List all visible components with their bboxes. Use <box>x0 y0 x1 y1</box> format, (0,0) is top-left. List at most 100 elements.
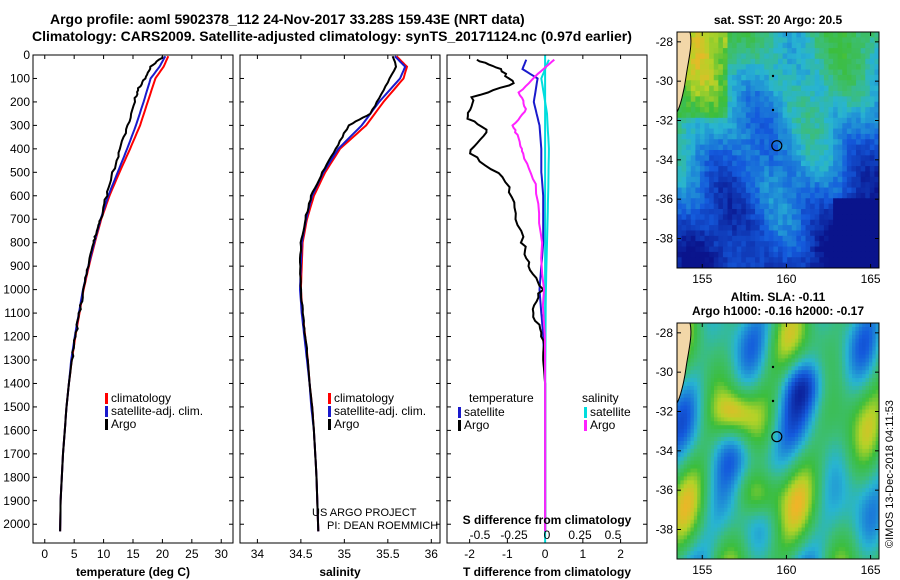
map-cell <box>755 96 761 103</box>
map-cell <box>700 358 705 363</box>
map-cell <box>846 112 853 119</box>
map-cell <box>837 246 843 253</box>
map-cell <box>759 235 765 242</box>
map-cell <box>677 511 681 517</box>
map-cell <box>687 468 692 474</box>
map-cell <box>687 460 692 466</box>
map-cell <box>858 393 863 399</box>
map-cell <box>699 192 706 199</box>
map-cell <box>778 448 782 454</box>
map-cell <box>681 246 687 253</box>
map-cell <box>828 374 833 379</box>
map-cell <box>818 409 823 415</box>
map-cell <box>683 425 688 430</box>
map-cell <box>842 198 848 205</box>
map-cell <box>720 397 725 403</box>
map-cell <box>741 198 747 205</box>
map-cell <box>791 69 797 76</box>
map-cell <box>852 433 857 438</box>
map-cell <box>810 96 816 103</box>
map-cell <box>794 433 799 438</box>
map-cell <box>771 389 776 395</box>
map-cell <box>704 80 710 87</box>
map-cell <box>818 346 823 352</box>
map-cell <box>781 452 786 458</box>
map-cell <box>781 389 786 395</box>
map-cell <box>736 214 742 221</box>
map-cell <box>794 330 799 336</box>
map-cell <box>724 330 729 336</box>
map-cell <box>796 74 802 81</box>
map-cell <box>709 187 715 194</box>
map-cell <box>774 405 779 411</box>
map-cell <box>764 417 769 422</box>
map-cell <box>845 468 850 474</box>
map-cell <box>800 257 807 264</box>
island <box>771 108 775 112</box>
map-cell <box>801 374 806 379</box>
map-cell <box>724 429 729 434</box>
map-cell <box>791 171 797 178</box>
map-cell <box>745 85 752 92</box>
map-cell <box>750 214 756 221</box>
map-cell <box>741 166 747 173</box>
map-cell <box>754 362 759 367</box>
map-cell <box>751 417 756 422</box>
map-cell <box>875 492 879 497</box>
map-cell <box>825 323 830 328</box>
map-cell <box>687 452 692 458</box>
map-cell <box>851 160 857 167</box>
map-cell <box>697 374 702 379</box>
map-cell <box>808 464 813 470</box>
map-cell <box>828 488 833 493</box>
map-cell <box>750 230 756 237</box>
map-cell <box>825 472 830 477</box>
map-cell <box>759 166 765 173</box>
map-cell <box>828 464 833 470</box>
map-cell <box>821 448 826 454</box>
map-cell <box>833 209 839 215</box>
map-cell <box>707 488 712 493</box>
map-cell <box>730 460 735 466</box>
map-cell <box>860 192 866 199</box>
map-cell <box>848 437 853 442</box>
map-cell <box>754 401 759 407</box>
map-cell <box>683 382 688 387</box>
map-cell <box>869 262 876 268</box>
map-cell <box>697 492 702 497</box>
map-cell <box>814 209 820 215</box>
map-cell <box>801 500 806 505</box>
map-cell <box>713 203 719 210</box>
map-cell <box>693 468 698 474</box>
map-cell <box>811 405 816 411</box>
map-cell <box>724 417 729 422</box>
map-cell <box>681 96 687 103</box>
map-cell <box>801 433 806 438</box>
map-cell <box>798 468 803 474</box>
map-cell <box>808 342 813 348</box>
map-cell <box>690 246 696 253</box>
map-cell <box>791 37 797 44</box>
map-cell <box>825 468 830 474</box>
map-cell <box>865 80 871 87</box>
map-cell <box>727 123 733 130</box>
map-cell <box>681 209 687 215</box>
map-cell <box>704 230 710 237</box>
map-cell <box>874 150 879 156</box>
map-cell <box>697 507 702 513</box>
map-cell <box>717 334 722 340</box>
map-cell <box>704 133 710 140</box>
map-cell <box>851 176 857 183</box>
map-cell <box>848 515 853 521</box>
map-cell <box>841 441 846 446</box>
map-cell <box>791 133 797 140</box>
map-cell <box>750 257 756 264</box>
map-cell <box>734 507 739 513</box>
map-cell <box>838 370 843 375</box>
map-cell <box>862 472 867 477</box>
map-cell <box>734 480 739 485</box>
map-cell <box>788 350 793 356</box>
map-cell <box>801 421 806 426</box>
map-cell <box>730 511 735 517</box>
map-cell <box>700 429 705 434</box>
